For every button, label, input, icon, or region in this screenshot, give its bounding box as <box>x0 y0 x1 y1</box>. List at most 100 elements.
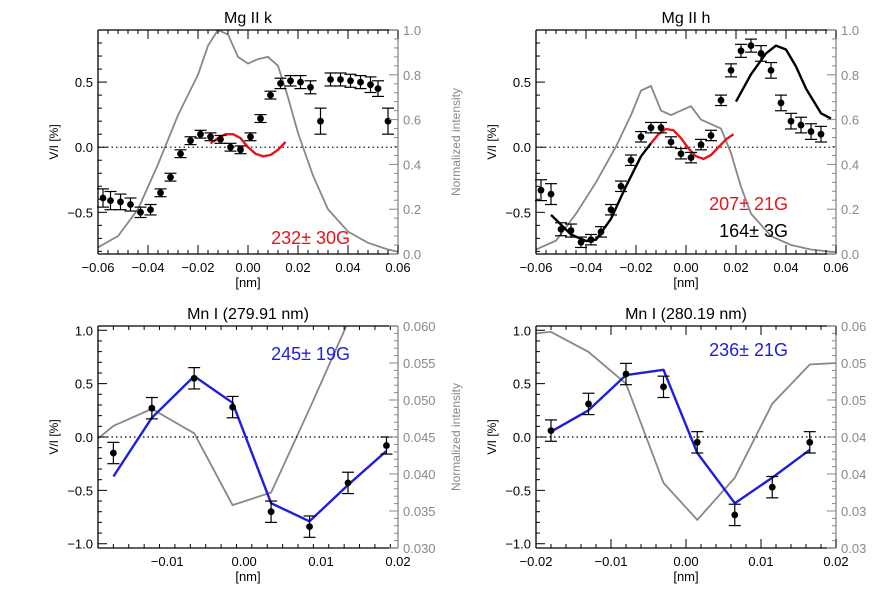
data-point <box>575 236 587 249</box>
point-marker <box>657 124 665 132</box>
y2-tick-label: 0.05 <box>841 356 866 371</box>
data-point <box>380 436 393 455</box>
x-tick-label: −0.02 <box>520 554 553 569</box>
chart-title: Mn I (280.19 nm) <box>625 306 747 323</box>
y-tick-label: 0.5 <box>513 75 531 90</box>
data-point <box>545 419 557 442</box>
data-point <box>535 179 547 202</box>
y2-tick-label: 0.4 <box>841 157 859 172</box>
x-tick-label: 0.04 <box>773 260 798 275</box>
y-axis-label: V/I [%] <box>47 124 61 159</box>
data-point <box>344 73 357 88</box>
y2-tick-label: 0.6 <box>841 113 859 128</box>
data-point <box>145 396 158 420</box>
data-point <box>204 132 217 142</box>
data-point <box>728 503 741 527</box>
data-point <box>625 154 637 167</box>
fit-line-1 <box>550 142 652 243</box>
point-marker <box>767 66 775 74</box>
y2-tick-label: 0.04 <box>841 430 866 445</box>
y2-tick-label: 0.0 <box>841 247 859 262</box>
x-axis-label: [nm] <box>673 275 698 290</box>
x-tick-label: −0.02 <box>620 260 653 275</box>
point-marker <box>257 115 264 122</box>
point-marker <box>806 438 814 446</box>
data-point <box>382 107 394 135</box>
annotation-label: 232± 30G <box>271 228 350 248</box>
data-point <box>226 395 239 419</box>
y2-tick-label: 0.050 <box>403 393 436 408</box>
point-marker <box>627 156 635 164</box>
data-point <box>735 43 747 58</box>
x-tick-label: 0.04 <box>335 260 360 275</box>
data-point <box>755 45 767 62</box>
data-point <box>174 149 187 159</box>
y-axis-label: V/I [%] <box>485 419 499 454</box>
data-point <box>765 61 777 79</box>
fit-line-1 <box>550 368 811 505</box>
fit-line-2 <box>650 127 735 161</box>
chart-title: Mg II k <box>224 10 273 27</box>
point-marker <box>383 442 390 449</box>
point-marker <box>227 143 234 151</box>
y-tick-label: 0.5 <box>513 377 531 392</box>
point-marker <box>287 77 294 85</box>
data-point <box>304 80 317 95</box>
point-marker <box>737 47 745 55</box>
point-marker <box>677 150 685 158</box>
point-marker <box>660 383 667 391</box>
data-point <box>334 72 347 87</box>
data-point <box>545 183 557 206</box>
y-tick-label: 0.0 <box>75 140 93 155</box>
point-marker <box>577 238 585 246</box>
data-point <box>303 515 316 538</box>
point-marker <box>667 138 675 146</box>
intensity-line <box>536 330 836 522</box>
data-point <box>695 138 707 151</box>
point-marker <box>787 117 795 125</box>
y-axis-label: V/I [%] <box>47 419 61 454</box>
y2-tick-label: 0.03 <box>841 504 866 519</box>
x-tick-label: −0.06 <box>82 260 115 275</box>
y2-tick-label: 0.05 <box>841 393 866 408</box>
chart-panel-1: Mg II k −0.06 −0.04 −0.02 0.00 0.02 0.04 0.06 [n… <box>47 10 463 290</box>
data-point <box>234 145 247 155</box>
data-point <box>725 63 737 78</box>
point-marker <box>207 133 214 141</box>
point-marker <box>717 96 725 104</box>
y2-tick-label: 0.060 <box>403 319 436 334</box>
point-marker <box>697 141 705 149</box>
point-marker <box>247 133 254 141</box>
point-marker <box>622 370 630 378</box>
y2-tick-label: 0.030 <box>403 541 436 556</box>
point-marker <box>557 225 565 233</box>
data-point <box>97 188 109 208</box>
x-axis-label: [nm] <box>673 569 698 584</box>
point-marker <box>237 146 244 154</box>
x-tick-label: 0.02 <box>385 554 410 569</box>
y-tick-label: 0.0 <box>513 140 531 155</box>
data-point <box>107 441 120 465</box>
point-marker <box>731 511 739 519</box>
y-tick-label: 0.0 <box>513 430 531 445</box>
data-point <box>294 74 307 90</box>
y2-axis-label: Normalized intensity <box>449 383 463 491</box>
point-marker <box>357 78 364 86</box>
chart-title: Mg II h <box>662 10 711 27</box>
data-point <box>114 193 127 211</box>
y-tick-label: −0.5 <box>505 205 531 220</box>
y2-tick-label: 1.0 <box>403 23 421 38</box>
point-marker <box>267 91 274 99</box>
data-point <box>254 114 267 124</box>
data-point <box>665 136 677 148</box>
point-marker <box>707 132 715 139</box>
point-marker <box>768 483 776 491</box>
point-marker <box>267 508 275 516</box>
data-point <box>805 123 817 140</box>
point-marker <box>307 83 314 91</box>
point-marker <box>777 99 785 107</box>
data-point <box>274 77 287 90</box>
data-point <box>815 125 827 143</box>
data-point <box>364 76 377 94</box>
